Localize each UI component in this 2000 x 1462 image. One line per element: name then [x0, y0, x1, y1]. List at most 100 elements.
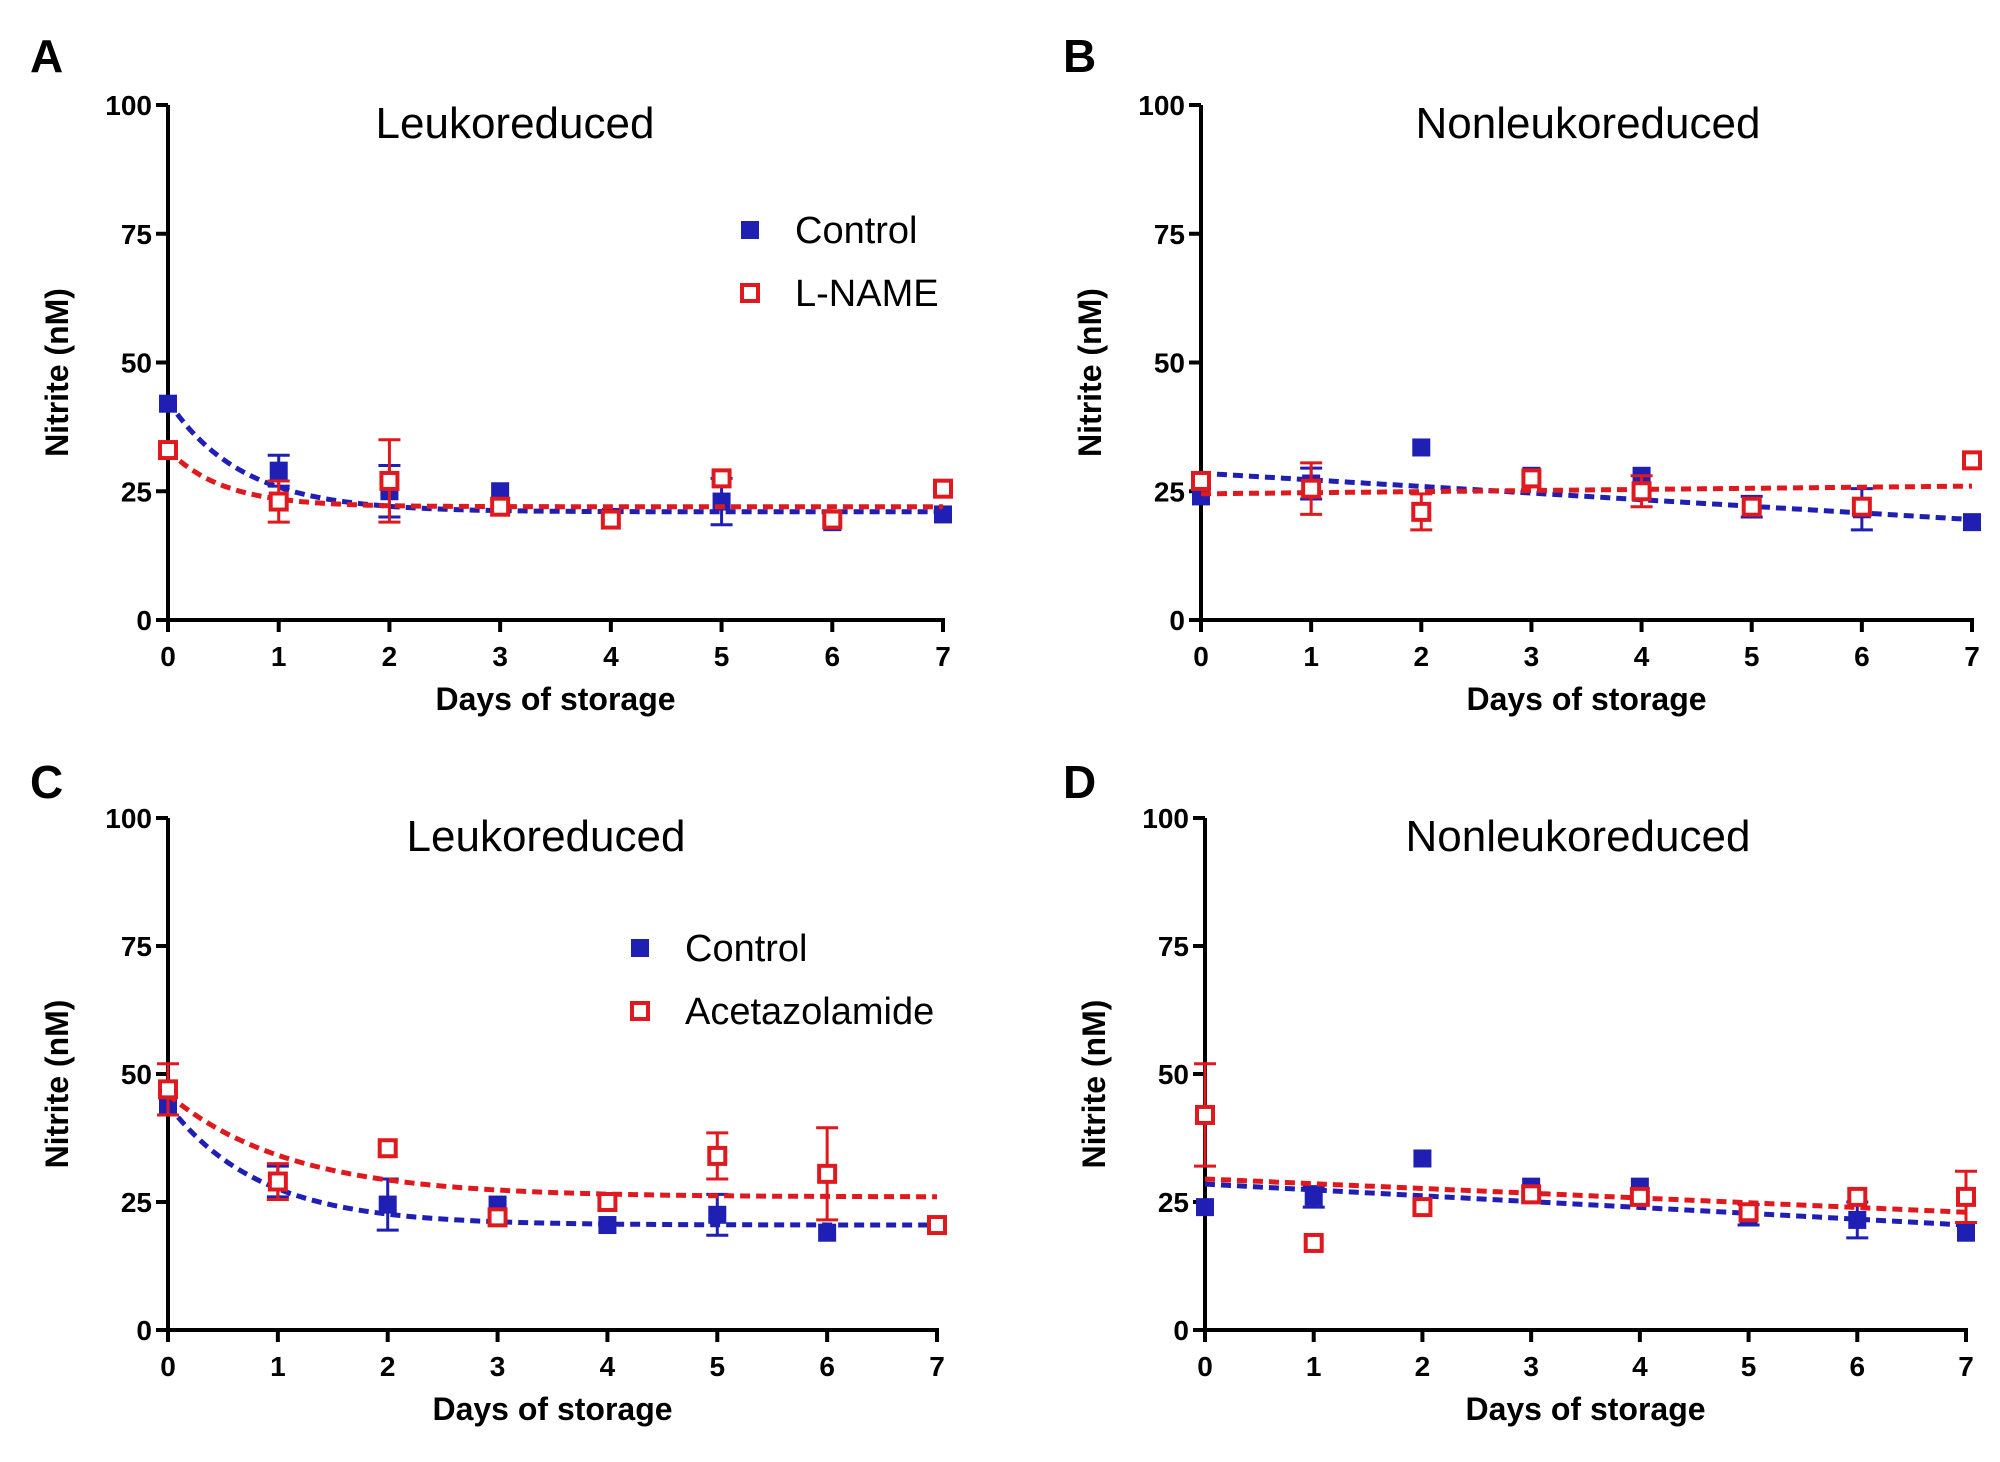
x-tick-label: 7 — [1964, 641, 1980, 672]
data-point — [378, 1195, 397, 1214]
data-point — [600, 509, 621, 530]
series-control — [1196, 1149, 1975, 1242]
y-tick-label: 25 — [1154, 476, 1185, 507]
x-tick-label: 6 — [1854, 641, 1870, 672]
x-tick-label: 1 — [270, 1351, 286, 1382]
x-tick-label: 5 — [1744, 641, 1760, 672]
data-point — [1304, 1187, 1323, 1206]
panel-letter: A — [30, 30, 63, 82]
x-tick-label: 4 — [603, 641, 619, 672]
panel-c: C Leukoreduced 0 25 50 75 100 0 1 2 3 4 5 6 7 Days of s… — [30, 756, 947, 1427]
panel-a: A Leukoreduced 0 25 50 75 100 0 1 2 3 4 5 6 7 Days of s… — [30, 30, 953, 717]
data-point — [711, 468, 732, 489]
legend-label: Acetazolamide — [685, 991, 934, 1033]
x-tick-label: 5 — [1741, 1351, 1757, 1382]
x-tick-label: 1 — [1303, 641, 1319, 672]
series-l-name — [158, 438, 953, 530]
x-tick-label: 2 — [380, 1351, 396, 1382]
x-tick-label: 5 — [714, 641, 730, 672]
fit-curve — [1201, 483, 1973, 497]
data-point — [1412, 438, 1431, 457]
x-tick-label: 4 — [600, 1351, 616, 1382]
data-point — [598, 1216, 617, 1235]
x-axis-title: Days of storage — [1465, 1391, 1705, 1427]
x-tick-label: 0 — [160, 1351, 176, 1382]
data-point — [934, 505, 952, 524]
fit-curve — [166, 448, 943, 510]
y-axis-title: Nitrite (nM) — [39, 288, 75, 457]
y-axis-title: Nitrite (nM) — [39, 1000, 75, 1169]
fit-curve — [165, 399, 943, 515]
data-point — [1521, 468, 1542, 489]
data-point — [933, 478, 953, 499]
x-axis-title: Days of storage — [435, 681, 675, 717]
x-tick-label: 0 — [160, 641, 176, 672]
x-tick-label: 1 — [271, 641, 287, 672]
x-tick-label: 7 — [1958, 1351, 1974, 1382]
x-axis-title: Days of storage — [432, 1391, 672, 1427]
x-tick-label: 0 — [1197, 1351, 1213, 1382]
data-point — [490, 496, 511, 517]
y-tick-label: 100 — [105, 803, 152, 834]
x-tick-label: 6 — [824, 641, 840, 672]
data-point — [1741, 496, 1762, 517]
legend: Control L-NAME — [740, 210, 939, 315]
x-tick-label: 3 — [1524, 641, 1540, 672]
data-point — [158, 440, 178, 461]
data-point — [822, 509, 843, 530]
y-tick-label: 25 — [121, 1187, 152, 1218]
panel-d: D Nonleukoreduced 0 25 50 75 100 0 1 2 3 4 5 6 7 Days o… — [1063, 756, 1977, 1427]
data-point — [1195, 1104, 1215, 1125]
panel-title: Nonleukoreduced — [1416, 99, 1761, 148]
data-point — [268, 491, 289, 512]
y-tick-label: 0 — [136, 605, 152, 636]
y-tick-label: 25 — [121, 476, 152, 507]
data-point — [1956, 1186, 1976, 1207]
y-tick-label: 75 — [121, 931, 152, 962]
panel-letter: C — [30, 756, 63, 808]
y-tick-label: 100 — [1138, 90, 1185, 121]
data-point — [927, 1215, 947, 1236]
y-tick-label: 75 — [1158, 931, 1189, 962]
y-axis-title: Nitrite (nM) — [1072, 288, 1108, 457]
data-point — [1303, 1232, 1324, 1253]
x-tick-label: 1 — [1306, 1351, 1322, 1382]
data-point — [818, 1223, 837, 1242]
x-tick-label: 6 — [819, 1351, 835, 1382]
x-tick-label: 2 — [382, 641, 398, 672]
fit-curve — [166, 1092, 937, 1200]
data-point — [708, 1205, 727, 1224]
data-point — [1412, 1197, 1433, 1218]
y-tick-label: 50 — [121, 348, 152, 379]
y-tick-label: 50 — [121, 1059, 152, 1090]
data-point — [1962, 450, 1982, 471]
x-tick-label: 2 — [1413, 641, 1429, 672]
data-point — [1848, 1210, 1867, 1229]
data-point — [1413, 1149, 1432, 1168]
legend-label: Control — [685, 928, 808, 970]
data-point — [1738, 1202, 1759, 1223]
data-point — [1963, 513, 1981, 532]
data-point — [158, 1079, 178, 1100]
y-tick-label: 25 — [1158, 1187, 1189, 1218]
data-point — [1196, 1198, 1214, 1217]
x-axis-title: Days of storage — [1466, 681, 1706, 717]
data-point — [1631, 481, 1652, 502]
data-point — [1847, 1186, 1868, 1207]
legend-marker — [741, 221, 759, 239]
x-tick-label: 4 — [1632, 1351, 1648, 1382]
y-tick-label: 75 — [1154, 219, 1185, 250]
data-point — [1957, 1223, 1975, 1242]
data-point — [159, 394, 177, 413]
data-point — [1301, 478, 1322, 499]
data-point — [267, 1171, 288, 1192]
y-tick-label: 0 — [136, 1315, 152, 1346]
legend-label: Control — [795, 210, 918, 252]
series-acetazolamide — [157, 1062, 947, 1236]
y-tick-label: 0 — [1169, 605, 1185, 636]
x-tick-label: 4 — [1634, 641, 1650, 672]
x-tick-label: 7 — [935, 641, 951, 672]
fit-curve — [1200, 470, 1973, 523]
